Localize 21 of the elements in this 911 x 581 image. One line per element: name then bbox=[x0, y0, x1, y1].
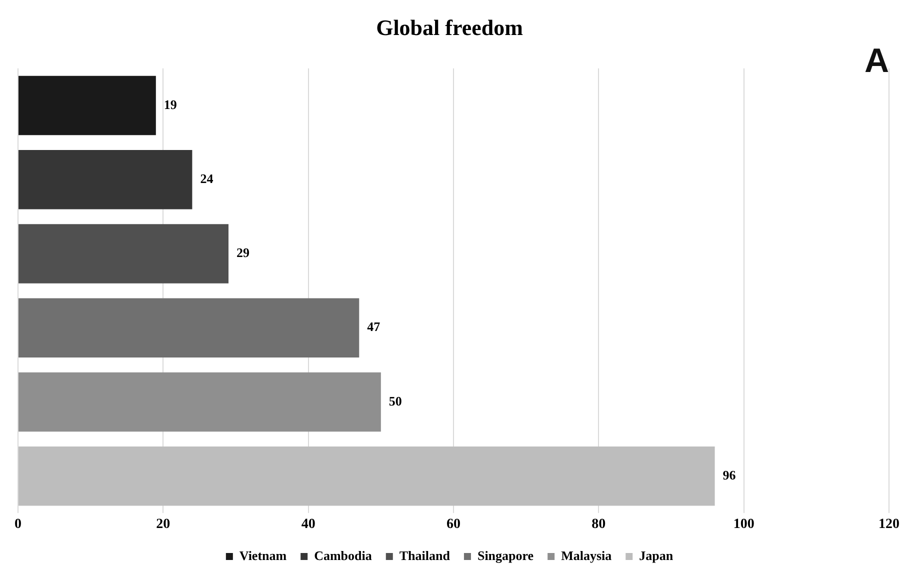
data-label: 24 bbox=[200, 170, 214, 186]
data-label: 47 bbox=[367, 319, 381, 334]
legend-label: Malaysia bbox=[561, 548, 612, 563]
x-tick-label: 60 bbox=[446, 517, 460, 532]
x-tick-label: 80 bbox=[592, 517, 606, 532]
chart-title: Global freedom bbox=[376, 14, 523, 40]
x-tick-label: 120 bbox=[878, 517, 900, 532]
legend-label: Vietnam bbox=[239, 548, 287, 563]
data-label: 29 bbox=[236, 245, 250, 260]
data-label: 19 bbox=[164, 96, 178, 112]
legend-label: Singapore bbox=[477, 548, 534, 563]
annotation: A bbox=[864, 42, 889, 81]
x-tick-label: 40 bbox=[301, 517, 316, 532]
x-tick-label: 100 bbox=[733, 517, 754, 532]
data-label: 96 bbox=[722, 467, 736, 482]
legend-label: Japan bbox=[639, 548, 674, 563]
legend-label: Cambodia bbox=[314, 548, 372, 563]
data-label: 50 bbox=[388, 393, 402, 408]
x-tick-label: 20 bbox=[156, 517, 170, 532]
legend-label: Thailand bbox=[399, 548, 451, 563]
x-tick-label: 0 bbox=[14, 517, 22, 532]
